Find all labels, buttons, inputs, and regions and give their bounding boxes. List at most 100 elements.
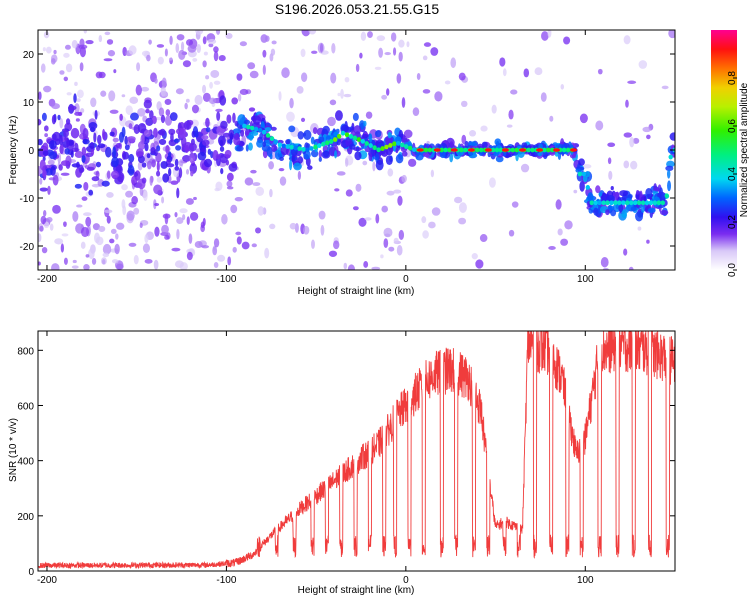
spectrogram-noise-blob [74,81,78,87]
spectrogram-core-blob [340,130,346,136]
spectrogram-noise-blob [180,41,185,52]
spectrogram-noise-blob [344,76,350,83]
spectrogram-noise-blob [661,85,669,90]
chart-title: S196.2026.053.21.55.G15 [275,1,439,17]
spectrogram-noise-blob [333,240,340,250]
spectrogram-noise-blob [161,224,169,235]
spectrogram-ridge-blob [63,129,69,138]
spectrogram-ridge-blob [368,152,373,162]
spectrogram-noise-blob [422,89,431,94]
spectrogram-noise-blob [149,175,153,186]
spectrogram-noise-blob [458,217,467,225]
spectrogram-noise-blob [201,245,209,249]
snr-frame [37,330,676,572]
spectrogram-noise-blob [523,68,530,78]
spectrogram-marks [38,30,675,270]
spectrogram-noise-blob [330,72,337,84]
spectrogram-ridge-blob [228,163,238,172]
spectrogram-core-blob [400,142,405,148]
spectrogram-noise-blob [207,38,217,45]
spectrogram-ridge-blob [178,122,185,130]
spectrogram-ridge-blob [353,125,362,135]
spectrogram-noise-blob [331,43,336,54]
spectrogram-noise-blob [140,86,150,92]
spectrogram-noise-blob [139,222,143,229]
spectrogram-noise-blob [573,189,578,194]
spectrogram-noise-blob [623,132,633,138]
spectrogram-noise-blob [38,91,42,100]
spectrogram-noise-blob [193,196,197,201]
spectrogram-noise-blob [582,164,592,169]
spectrogram-core-blob [277,142,283,148]
spectrogram-noise-blob [378,47,383,58]
spectrogram-core-blob [459,147,464,153]
spectrogram-ridge-blob [665,165,674,172]
spectrogram-noise-blob [387,168,394,177]
spectrogram-noise-blob [363,261,369,268]
spectrogram-noise-blob [179,208,188,214]
spectrogram-noise-blob [308,30,317,35]
spectrogram-core-blob [309,146,314,151]
spectrogram-noise-blob [383,227,393,238]
spectrogram-ridge-blob [264,127,272,132]
spectrogram-noise-blob [182,60,192,68]
spectrogram-noise-blob [81,196,88,201]
spectrogram-noise-blob [47,185,51,195]
spectrogram-ridge-blob [203,158,213,168]
spectrogram-noise-blob [431,207,441,216]
spectrogram-ridge-blob [218,135,226,147]
spectrogram-ridge-blob [153,149,158,157]
spectrogram-ridge-blob [645,187,653,198]
spectrogram-ridge-blob [334,150,338,159]
spectrogram-noise-blob [549,115,554,122]
spectrogram-noise-blob [262,64,266,75]
spectrogram-core-blob [656,200,662,206]
spectrogram-noise-blob [520,163,530,173]
spectrogram-noise-blob [336,171,346,176]
spectrogram-noise-blob [454,196,463,204]
spectrogram-ridge-blob [318,150,323,159]
spectrogram-noise-blob [458,72,466,81]
spectrogram-ridge-blob [44,125,49,132]
spectrogram-noise-blob [205,75,210,80]
spectrogram-ridge-blob [52,174,59,186]
spectrogram-noise-blob [186,216,190,225]
spectrogram-ridge-blob [111,156,119,168]
spectrogram-ridge-blob [90,149,95,156]
spectrogram-noise-blob [161,77,167,88]
spectrogram-noise-blob [110,228,117,235]
spectrogram-noise-blob [144,258,153,264]
spectrogram-noise-blob [200,221,205,229]
spectrogram-noise-blob [174,212,178,218]
spectrogram-noise-blob [534,67,543,76]
spectrogram-ridge-blob [291,154,295,163]
spectrogram-peak [501,148,509,152]
spectrogram-ridge-blob [647,207,656,213]
spectrogram-peak [570,148,578,152]
spectrogram-ridge-blob [122,151,130,160]
spectrogram-core-blob [581,171,587,177]
spectrogram-noise-blob [381,94,388,100]
spectrogram-core-blob [250,125,255,131]
spectrogram-noise-blob [632,137,640,144]
x-tick-label: 100 [577,274,594,285]
spectrogram-noise-blob [226,180,233,188]
y-tick-label: 800 [17,346,34,357]
spectrogram-peak [433,148,441,152]
spectrogram-noise-blob [638,60,648,69]
spectrogram-noise-blob [40,215,47,225]
spectrogram-core-blob [285,144,290,149]
spectrogram-ridge-blob [619,190,629,197]
spectrogram-core-blob [407,145,413,151]
spectrogram-core-blob [498,147,504,153]
spectrogram-ridge-blob [252,115,262,125]
spectrogram-ridge-blob [627,193,633,199]
spectrogram-core-blob [356,137,362,142]
spectrogram-core-blob [597,200,602,206]
spectrogram-noise-blob [268,161,275,170]
spectrogram-noise-blob [560,238,569,246]
spectrogram-ridge-blob [76,161,80,169]
spectrogram-ridge-blob [224,149,232,159]
spectrogram-ridge-blob [219,95,227,106]
